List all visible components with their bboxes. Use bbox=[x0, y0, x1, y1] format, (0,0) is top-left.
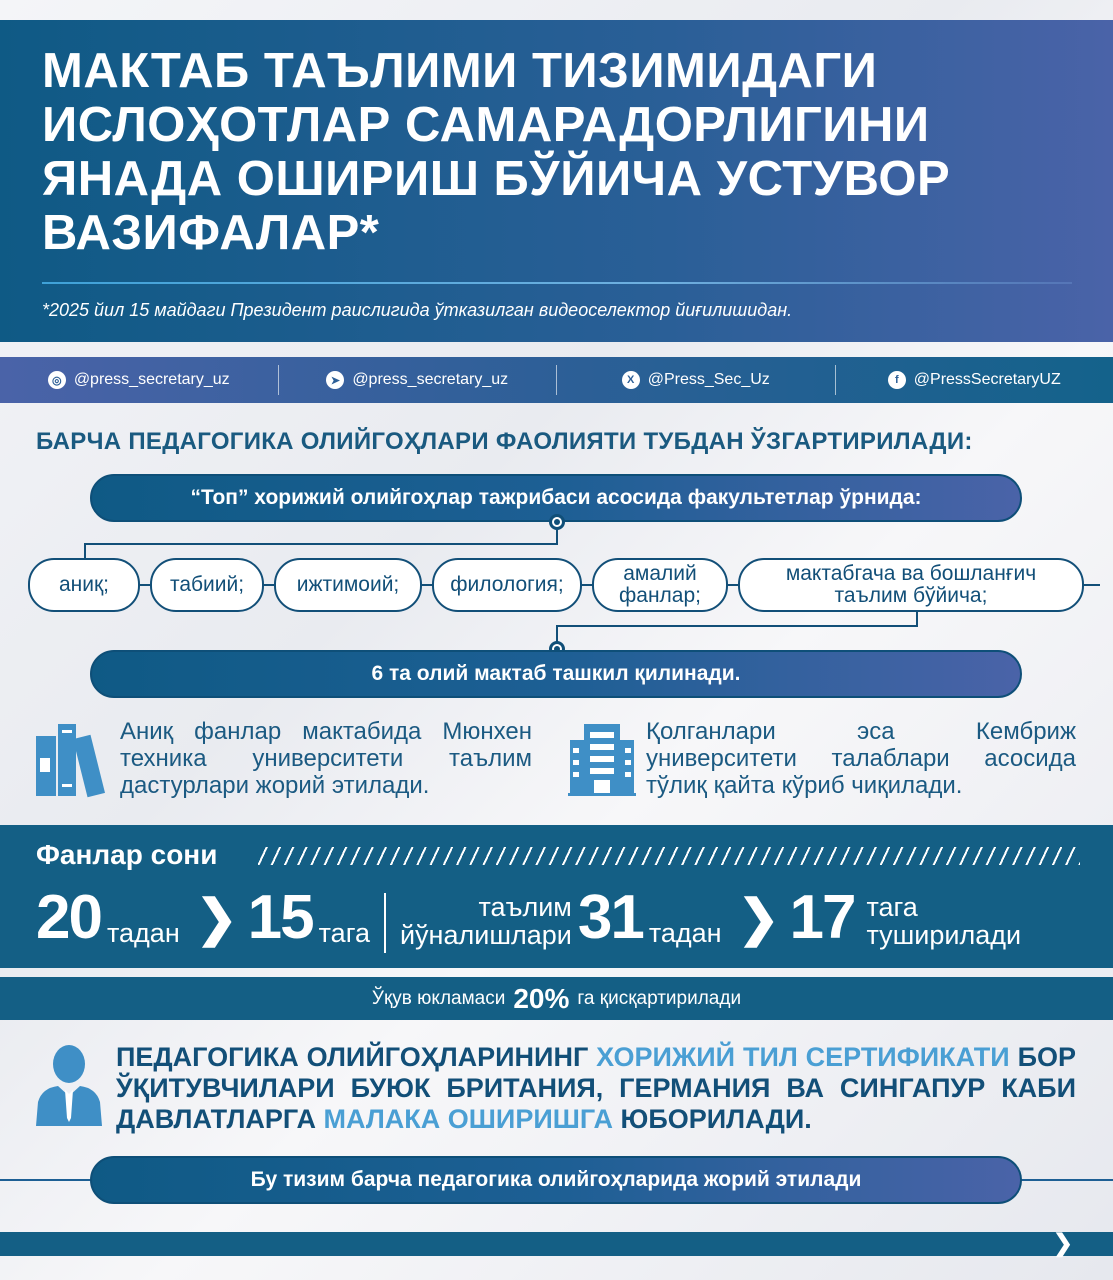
x-icon: X bbox=[621, 371, 640, 389]
pill-mid: 6 та олий мактаб ташкил қилинади. bbox=[90, 650, 1022, 698]
area-pill: табиий; bbox=[150, 558, 264, 612]
social-telegram[interactable]: ➤ @press_secretary_uz bbox=[277, 365, 557, 395]
telegram-icon: ➤ bbox=[326, 371, 345, 389]
text-highlight: МАЛАКА ОШИРИШГА bbox=[323, 1104, 613, 1134]
stat-unit: тага туширилади bbox=[866, 893, 1021, 949]
social-handle: @press_secretary_uz bbox=[73, 371, 230, 388]
person-icon bbox=[36, 1045, 102, 1126]
text-right: Қолганлари эса Кембриж университети тала… bbox=[646, 718, 1076, 799]
stat-value: 20 bbox=[36, 883, 103, 952]
area-pill: аниқ; bbox=[28, 558, 140, 612]
text-left: Аниқ фанлар мактабида Мюнхен техника уни… bbox=[120, 718, 532, 799]
area-pill: мактабгача ва бошланғич таълим бўйича; bbox=[738, 558, 1084, 612]
social-facebook[interactable]: f @PressSecretaryUZ bbox=[834, 365, 1113, 395]
hatch-decoration bbox=[258, 847, 1080, 865]
building-icon bbox=[568, 724, 636, 796]
connector-node bbox=[549, 514, 565, 530]
stat-unit: тадан bbox=[106, 918, 180, 948]
load-value: 20% bbox=[513, 982, 570, 1014]
teachers-text: ПЕДАГОГИКА ОЛИЙГОҲЛАРИНИНГ ХОРИЖИЙ ТИЛ С… bbox=[116, 1042, 1076, 1135]
connector-line bbox=[556, 530, 558, 544]
facebook-icon: f bbox=[887, 371, 906, 389]
social-instagram[interactable]: ◎ @press_secretary_uz bbox=[0, 365, 278, 395]
stat-label: таълим йўналишлари bbox=[400, 893, 572, 949]
pill-bottom: Бу тизим барча педагогика олийгоҳларида … bbox=[90, 1156, 1022, 1204]
stat-value: 31 bbox=[577, 883, 645, 952]
area-pill: ижтимоий; bbox=[274, 558, 422, 612]
header-banner: МАКТАБ ТАЪЛИМИ ТИЗИМИДАГИ ИСЛОҲОТЛАР САМ… bbox=[0, 20, 1113, 342]
stat-unit-line: тага bbox=[866, 892, 918, 922]
bottom-bar: ❯ bbox=[0, 1230, 1113, 1257]
stat-value: 17 bbox=[789, 883, 856, 952]
text-highlight: ХОРИЖИЙ ТИЛ СЕРТИФИКАТИ bbox=[596, 1042, 1010, 1072]
page-title: МАКТАБ ТАЪЛИМИ ТИЗИМИДАГИ ИСЛОҲОТЛАР САМ… bbox=[42, 44, 951, 260]
chevron-right-icon: ❯ bbox=[1052, 1230, 1073, 1257]
books-icon bbox=[36, 724, 105, 798]
text-part: БОР ЎҚИТУВЧИЛАРИ БУЮК БРИТАНИЯ, ГЕРМАНИЯ… bbox=[116, 1042, 1076, 1134]
connector-line bbox=[84, 543, 558, 545]
load-text: га қисқартирилади bbox=[577, 987, 742, 1009]
divider bbox=[42, 282, 1072, 284]
social-handle: @Press_Sec_Uz bbox=[647, 371, 770, 388]
chevron-right-icon: ❯ bbox=[195, 890, 238, 946]
text-part: ЮБОРИЛАДИ. bbox=[612, 1104, 812, 1134]
social-bar: ◎ @press_secretary_uz ➤ @press_secretary_u… bbox=[0, 357, 1113, 403]
section-heading: БАРЧА ПЕДАГОГИКА ОЛИЙГОҲЛАРИ ФАОЛИЯТИ ТУ… bbox=[36, 428, 973, 455]
stats-band: Фанлар сони 20 тадан ❯ 15 тага таълим йўн… bbox=[0, 825, 1113, 968]
connector-line bbox=[556, 625, 558, 643]
instagram-icon: ◎ bbox=[47, 371, 66, 389]
social-x[interactable]: X @Press_Sec_Uz bbox=[556, 365, 835, 395]
connector-line bbox=[916, 612, 918, 626]
social-handle: @press_secretary_uz bbox=[352, 371, 509, 388]
connector-line bbox=[556, 625, 918, 627]
stat-unit: тадан bbox=[648, 918, 722, 948]
text-part: ПЕДАГОГИКА ОЛИЙГОҲЛАРИНИНГ bbox=[116, 1042, 597, 1072]
stat-label-line: таълим bbox=[478, 892, 572, 922]
stat-label-line: йўналишлари bbox=[399, 920, 572, 950]
connector-line bbox=[84, 543, 86, 559]
divider bbox=[383, 893, 386, 953]
stat-value: 15 bbox=[247, 883, 315, 952]
stat-unit: тага bbox=[318, 918, 370, 948]
stats-title: Фанлар сони bbox=[36, 839, 218, 870]
social-handle: @PressSecretaryUZ bbox=[913, 371, 1061, 388]
area-pill: филология; bbox=[432, 558, 582, 612]
load-band: Ўқув юкламаси 20% га қисқартирилади bbox=[0, 977, 1113, 1020]
subtitle: *2025 йил 15 майдаги Президент раислигид… bbox=[42, 300, 793, 320]
load-text: Ўқув юкламаси bbox=[371, 987, 506, 1009]
chevron-right-icon: ❯ bbox=[737, 890, 780, 946]
stats-row: 20 тадан ❯ 15 тага таълим йўналишлари 31 … bbox=[36, 883, 1021, 953]
stat-unit-line: туширилади bbox=[866, 920, 1022, 950]
area-pill: амалий фанлар; bbox=[592, 558, 728, 612]
